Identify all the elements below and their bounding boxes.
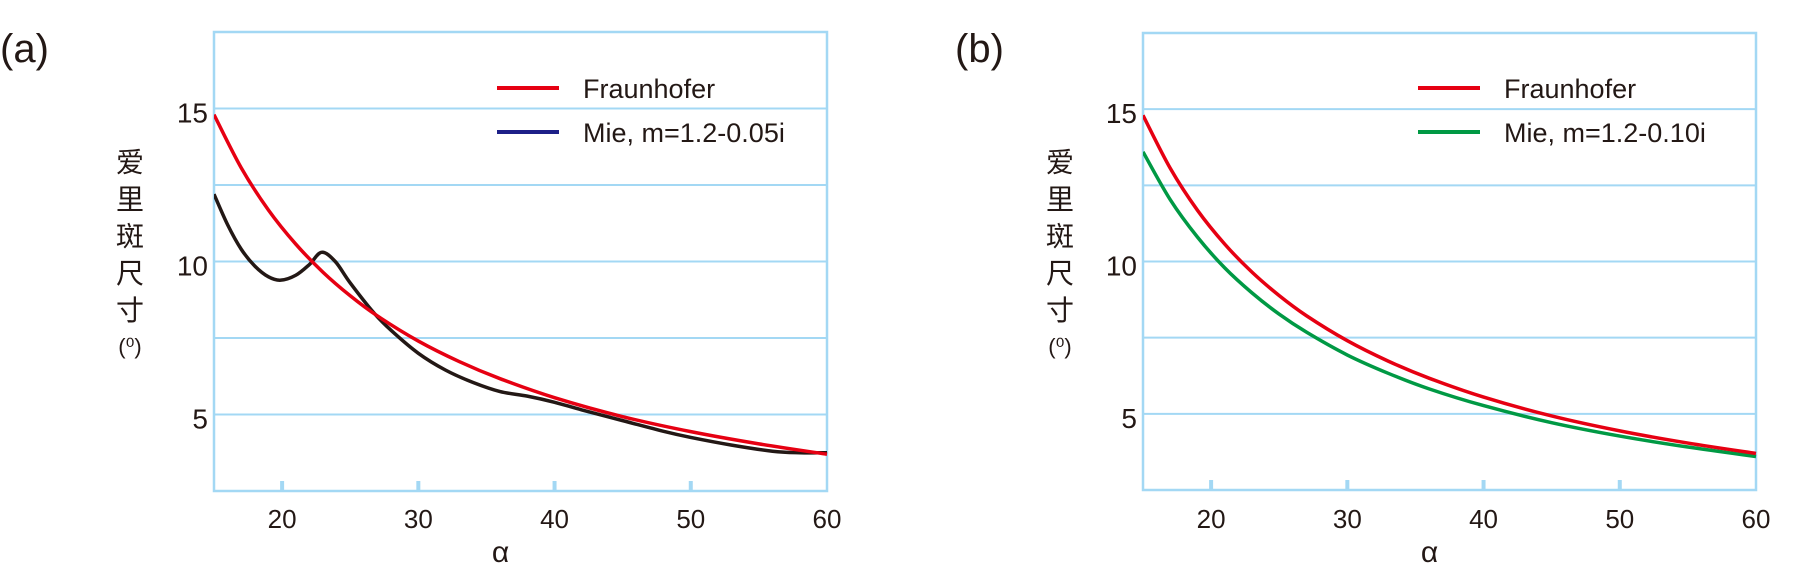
x-axis-label: α bbox=[1421, 536, 1438, 569]
y-axis-label-char: 里 bbox=[116, 184, 144, 215]
y-axis-label-char: 里 bbox=[1046, 184, 1074, 215]
y-tick-label: 15 bbox=[1106, 98, 1137, 129]
x-tick-label: 40 bbox=[1469, 504, 1498, 534]
legend-label: Mie, m=1.2-0.05i bbox=[583, 118, 785, 148]
legend-label: Fraunhofer bbox=[583, 74, 715, 104]
plot-frame bbox=[212, 30, 829, 493]
series-line-fraunhofer bbox=[214, 113, 828, 457]
y-tick-label: 10 bbox=[177, 251, 208, 282]
y-axis-label-char: 斑 bbox=[116, 221, 144, 252]
series-line-fraunhofer bbox=[1143, 114, 1757, 456]
y-axis-label-char: 寸 bbox=[116, 295, 144, 326]
series-line-mie bbox=[1143, 150, 1757, 459]
y-axis-label-char: 爱 bbox=[116, 147, 144, 178]
y-tick-label: 15 bbox=[177, 98, 208, 129]
x-tick-label: 20 bbox=[268, 504, 297, 534]
legend-label: Fraunhofer bbox=[1504, 74, 1636, 104]
series-line-mie bbox=[214, 193, 828, 455]
plot-frame bbox=[1141, 31, 1758, 492]
panel-label: (b) bbox=[955, 27, 1004, 71]
panel-label: (a) bbox=[0, 27, 49, 71]
y-axis-unit: (⁰) bbox=[118, 334, 141, 359]
x-tick-label: 20 bbox=[1197, 504, 1226, 534]
y-tick-label: 10 bbox=[1106, 251, 1137, 282]
x-tick-label: 60 bbox=[813, 504, 842, 534]
x-tick-label: 30 bbox=[404, 504, 433, 534]
x-tick-label: 50 bbox=[1605, 504, 1634, 534]
y-tick-label: 5 bbox=[1121, 403, 1137, 434]
y-axis-label-char: 斑 bbox=[1046, 221, 1074, 252]
y-axis-unit: (⁰) bbox=[1048, 334, 1071, 359]
y-tick-label: 5 bbox=[192, 404, 208, 435]
x-tick-label: 60 bbox=[1742, 504, 1771, 534]
y-axis-label-char: 尺 bbox=[116, 258, 144, 289]
x-tick-label: 30 bbox=[1333, 504, 1362, 534]
x-tick-label: 50 bbox=[676, 504, 705, 534]
y-axis-label-char: 寸 bbox=[1046, 295, 1074, 326]
y-axis-label-char: 尺 bbox=[1046, 258, 1074, 289]
legend-label: Mie, m=1.2-0.10i bbox=[1504, 118, 1706, 148]
x-axis-label: α bbox=[492, 536, 509, 569]
x-tick-label: 40 bbox=[540, 504, 569, 534]
y-axis-label-char: 爱 bbox=[1046, 147, 1074, 178]
